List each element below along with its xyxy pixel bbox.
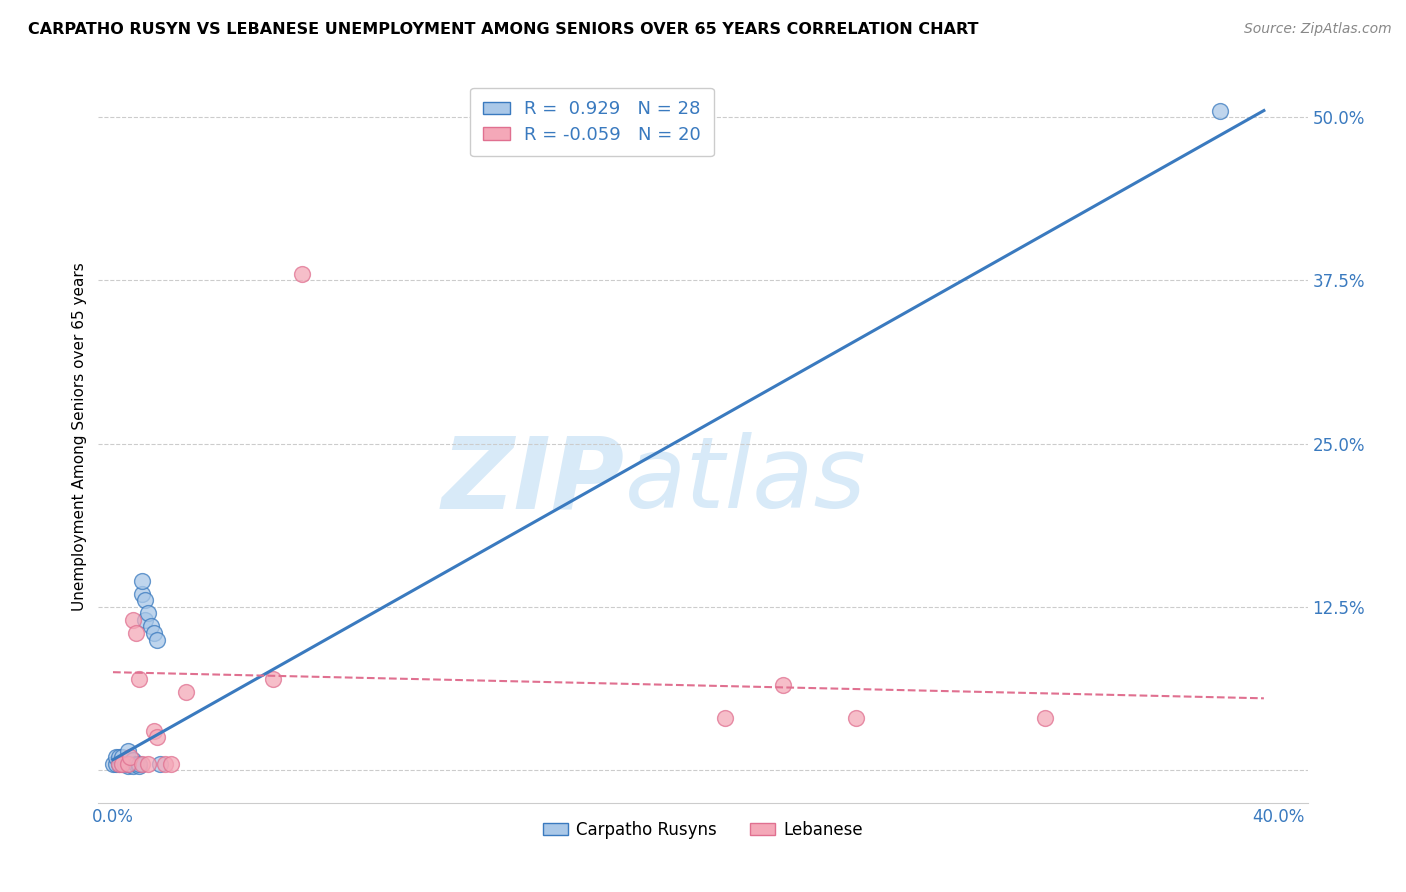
Point — [101, 756, 124, 771]
Point — [291, 267, 314, 281]
Point — [1033, 711, 1056, 725]
Point — [117, 753, 139, 767]
Point — [262, 672, 284, 686]
Point — [128, 756, 150, 771]
Point — [160, 756, 183, 771]
Point — [108, 756, 131, 771]
Point — [120, 750, 142, 764]
Point — [136, 756, 159, 771]
Point — [111, 756, 134, 771]
Y-axis label: Unemployment Among Seniors over 65 years: Unemployment Among Seniors over 65 years — [72, 263, 87, 611]
Text: ZIP: ZIP — [441, 433, 624, 530]
Point — [108, 750, 131, 764]
Legend: Carpatho Rusyns, Lebanese: Carpatho Rusyns, Lebanese — [536, 814, 870, 846]
Point — [104, 756, 127, 771]
Point — [108, 756, 131, 771]
Point — [142, 723, 165, 738]
Point — [125, 756, 148, 771]
Point — [131, 574, 153, 588]
Point — [117, 756, 139, 771]
Point — [125, 626, 148, 640]
Point — [142, 626, 165, 640]
Point — [128, 672, 150, 686]
Point — [772, 678, 794, 692]
Point — [174, 685, 197, 699]
Point — [134, 593, 156, 607]
Point — [139, 619, 162, 633]
Point — [155, 756, 177, 771]
Point — [111, 750, 134, 764]
Point — [149, 756, 172, 771]
Point — [136, 607, 159, 621]
Point — [117, 743, 139, 757]
Point — [714, 711, 737, 725]
Point — [845, 711, 868, 725]
Point — [134, 613, 156, 627]
Point — [145, 731, 167, 745]
Point — [117, 756, 139, 771]
Point — [114, 756, 136, 771]
Point — [131, 756, 153, 771]
Point — [131, 587, 153, 601]
Text: CARPATHO RUSYN VS LEBANESE UNEMPLOYMENT AMONG SENIORS OVER 65 YEARS CORRELATION : CARPATHO RUSYN VS LEBANESE UNEMPLOYMENT … — [28, 22, 979, 37]
Point — [128, 759, 150, 773]
Text: atlas: atlas — [624, 433, 866, 530]
Point — [122, 759, 145, 773]
Point — [111, 756, 134, 771]
Point — [1209, 103, 1232, 118]
Point — [122, 753, 145, 767]
Point — [120, 756, 142, 771]
Point — [122, 613, 145, 627]
Point — [117, 759, 139, 773]
Point — [104, 750, 127, 764]
Point — [145, 632, 167, 647]
Text: Source: ZipAtlas.com: Source: ZipAtlas.com — [1244, 22, 1392, 37]
